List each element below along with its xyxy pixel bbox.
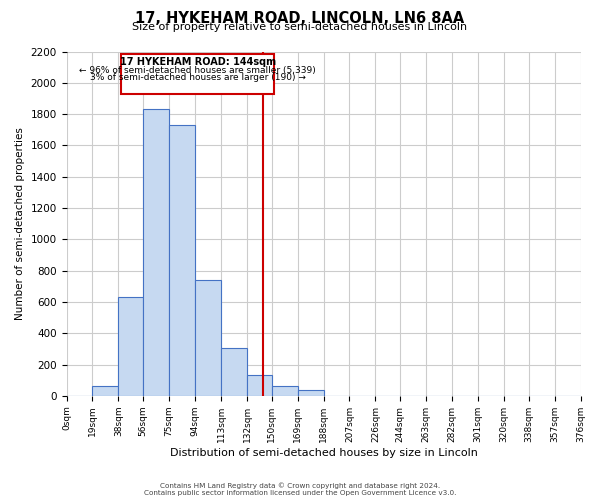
Text: Size of property relative to semi-detached houses in Lincoln: Size of property relative to semi-detach… <box>133 22 467 32</box>
Bar <box>195 280 221 396</box>
Bar <box>272 386 298 396</box>
X-axis label: Distribution of semi-detached houses by size in Lincoln: Distribution of semi-detached houses by … <box>170 448 478 458</box>
Bar <box>143 110 169 396</box>
Text: ← 96% of semi-detached houses are smaller (5,339): ← 96% of semi-detached houses are smalle… <box>79 66 316 74</box>
Y-axis label: Number of semi-detached properties: Number of semi-detached properties <box>15 127 25 320</box>
Bar <box>169 125 195 396</box>
Text: 3% of semi-detached houses are larger (190) →: 3% of semi-detached houses are larger (1… <box>90 72 305 82</box>
Text: Contains HM Land Registry data © Crown copyright and database right 2024.: Contains HM Land Registry data © Crown c… <box>160 482 440 489</box>
Bar <box>92 386 118 396</box>
Bar <box>247 376 272 396</box>
Bar <box>118 297 143 396</box>
Bar <box>298 390 323 396</box>
FancyBboxPatch shape <box>121 54 274 94</box>
Text: 17, HYKEHAM ROAD, LINCOLN, LN6 8AA: 17, HYKEHAM ROAD, LINCOLN, LN6 8AA <box>136 11 464 26</box>
Text: Contains public sector information licensed under the Open Government Licence v3: Contains public sector information licen… <box>144 490 456 496</box>
Text: 17 HYKEHAM ROAD: 144sqm: 17 HYKEHAM ROAD: 144sqm <box>119 58 276 68</box>
Bar <box>221 348 247 396</box>
